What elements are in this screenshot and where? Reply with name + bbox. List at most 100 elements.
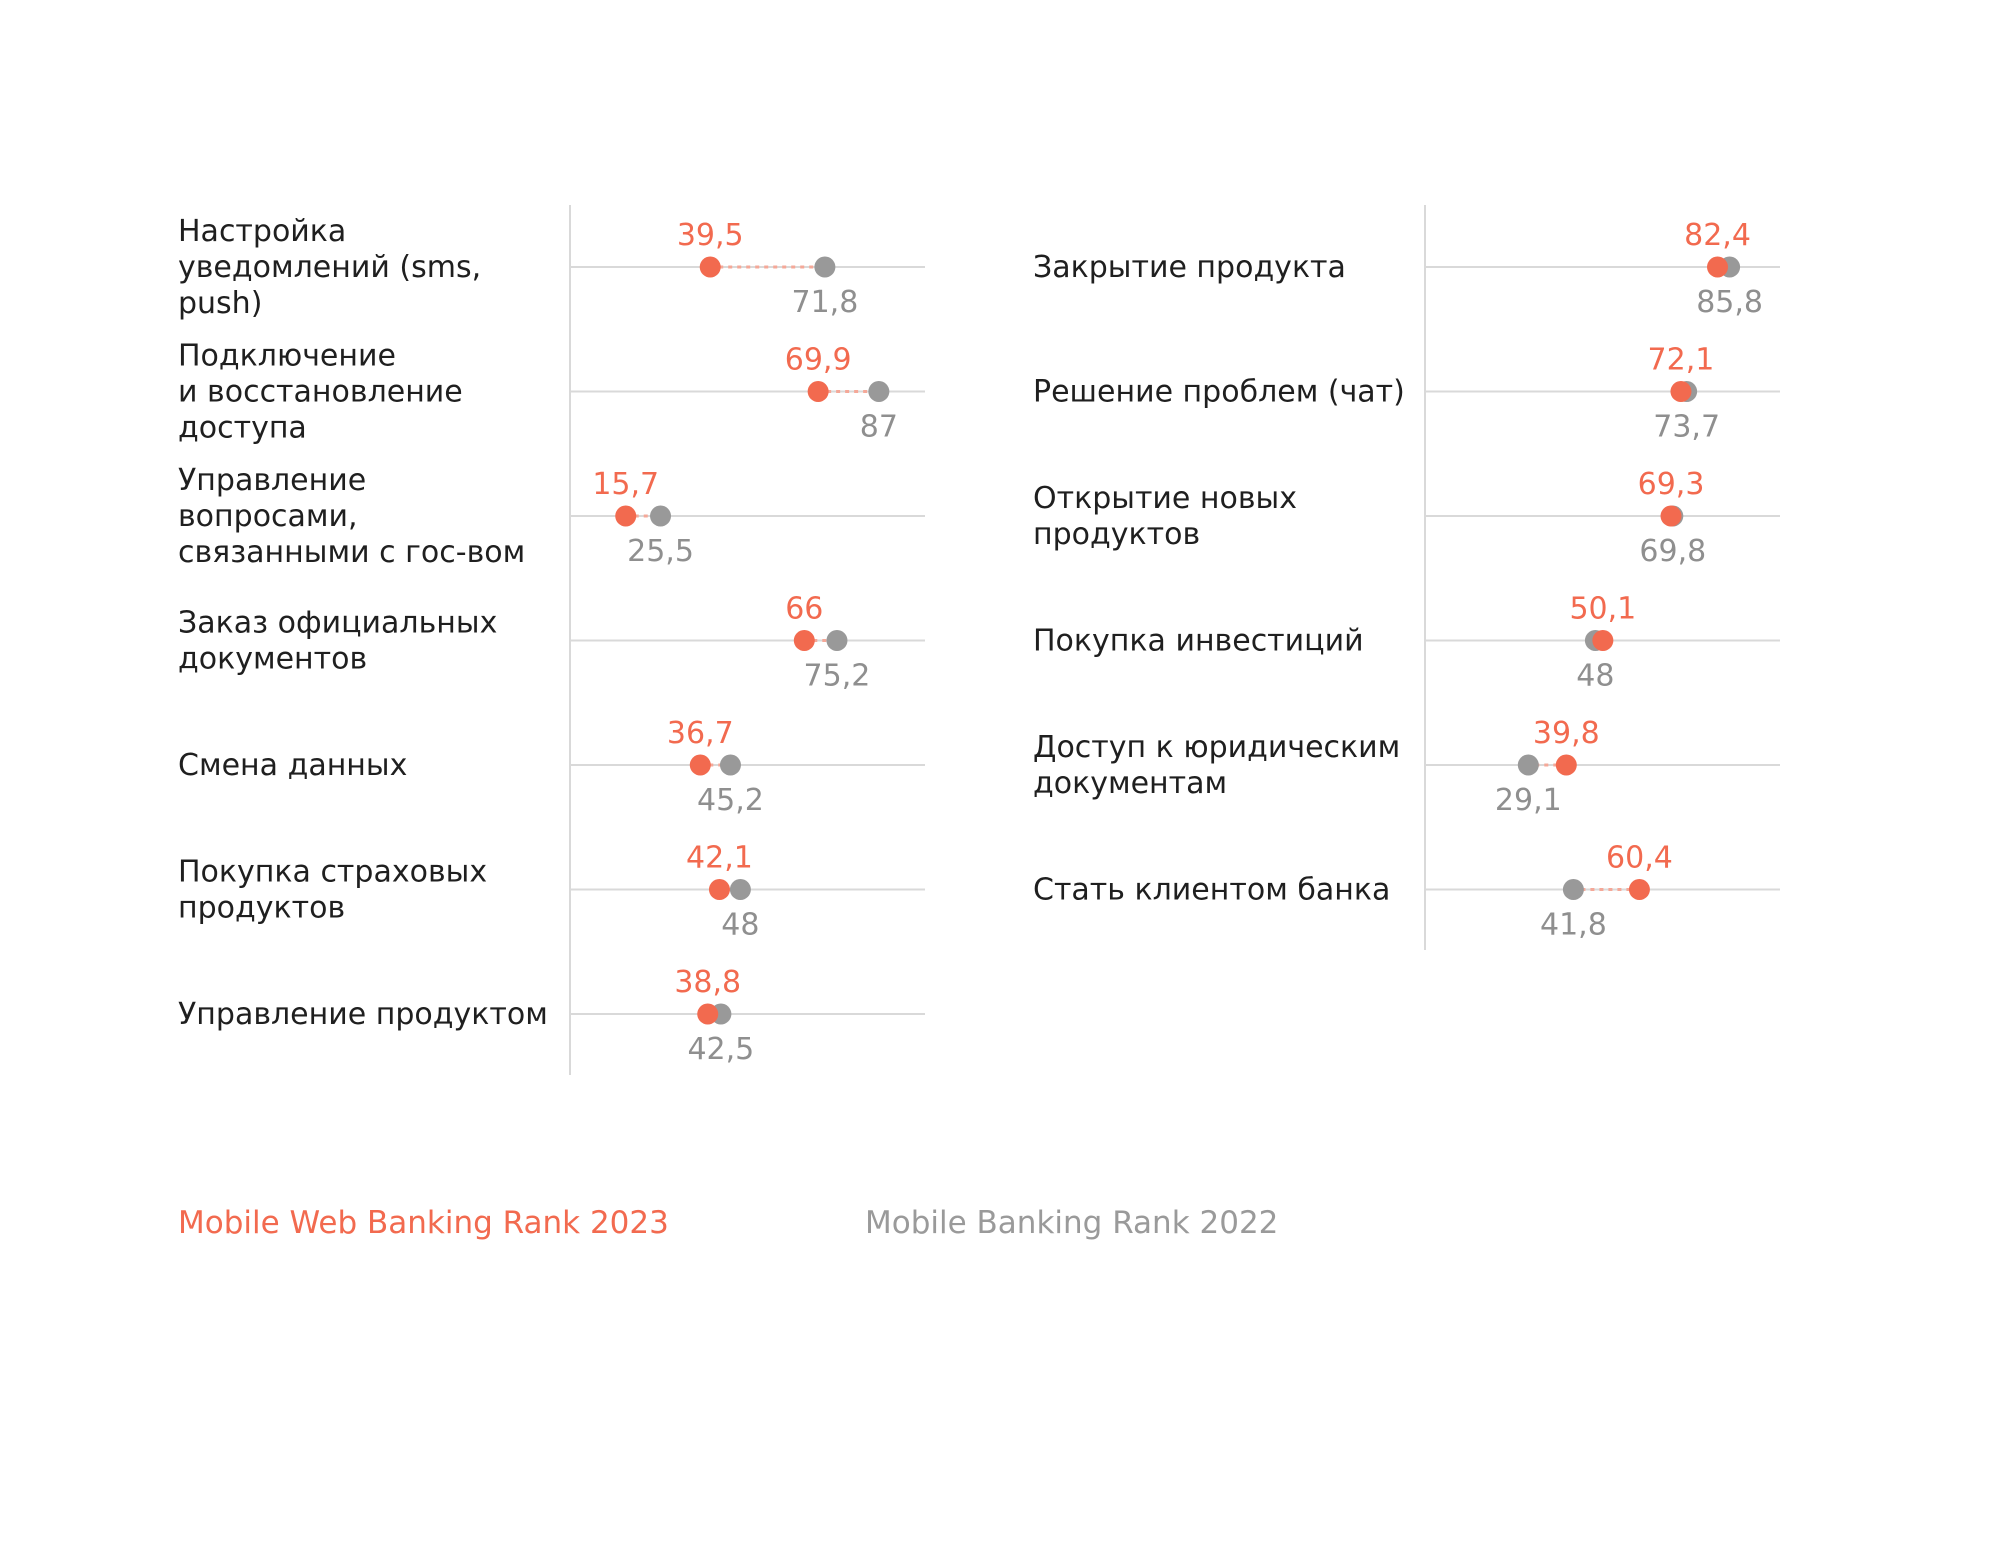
- category-label-line: и восстановление: [178, 375, 463, 410]
- category-label-line: связанными с гос-вом: [178, 535, 525, 570]
- category-label-line: Открытие новых: [1033, 481, 1297, 516]
- dot-2023: [1660, 505, 1682, 527]
- value-label-2023: 66: [785, 592, 823, 627]
- value-label-2023: 82,4: [1684, 218, 1751, 253]
- value-label-2023: 39,8: [1533, 716, 1600, 751]
- chart-panel-1: Настройка уведомлений (sms, push) 39,5 71,8 П…: [178, 205, 925, 1075]
- chart-row: Управление продуктом 38,8 42,5: [178, 965, 925, 1067]
- category-label: Открытие новых продуктов: [1033, 481, 1297, 552]
- category-label-line: Решение проблем (чат): [1033, 375, 1405, 410]
- category-label-line: push): [178, 286, 262, 321]
- dot-2023: [1555, 754, 1577, 776]
- dot-2022: [719, 754, 741, 776]
- value-label-2022: 41,8: [1540, 908, 1607, 943]
- value-label-2022: 25,5: [627, 534, 694, 569]
- category-label: Подключение и восстановление доступа: [178, 339, 463, 446]
- value-label-2023: 72,1: [1648, 343, 1715, 378]
- category-label-line: Управление: [178, 463, 366, 498]
- legend-item-2023: Mobile Web Banking Rank 2023: [178, 1205, 669, 1241]
- value-label-2022: 85,8: [1696, 285, 1763, 320]
- category-label-line: продуктов: [178, 891, 345, 926]
- dot-2023: [615, 505, 637, 527]
- dot-2023: [689, 754, 711, 776]
- value-label-2023: 39,5: [677, 218, 744, 253]
- dot-2023: [1628, 879, 1650, 900]
- chart-row: Заказ официальных документов 66 75,2: [178, 592, 925, 694]
- dot-2022: [868, 381, 890, 402]
- category-label-line: доступа: [178, 411, 307, 446]
- value-label-2022: 45,2: [697, 783, 764, 818]
- category-label-line: вопросами,: [178, 499, 358, 534]
- value-label-2022: 48: [1576, 659, 1614, 694]
- category-label-line: Покупка инвестиций: [1033, 624, 1364, 659]
- dot-2022: [826, 630, 848, 651]
- category-label-line: документов: [178, 642, 367, 677]
- dot-2023: [697, 1003, 719, 1025]
- category-label: Стать клиентом банка: [1033, 873, 1390, 908]
- value-label-2023: 60,4: [1606, 841, 1673, 876]
- value-label-2023: 69,9: [785, 343, 852, 378]
- dot-2023: [708, 879, 730, 900]
- value-label-2023: 42,1: [686, 841, 753, 876]
- dot-2023: [1592, 630, 1614, 651]
- category-label: Закрытие продукта: [1033, 250, 1346, 285]
- value-label-2022: 87: [860, 410, 898, 445]
- category-label-line: уведомлений (sms,: [178, 250, 481, 285]
- legend-item-2022: Mobile Banking Rank 2022: [865, 1205, 1279, 1241]
- category-label-line: Настройка: [178, 214, 346, 249]
- category-label-line: Закрытие продукта: [1033, 250, 1346, 285]
- value-label-2022: 73,7: [1653, 410, 1720, 445]
- chart-row: Покупка страховых продуктов 42,1 48: [178, 841, 925, 943]
- value-label-2023: 38,8: [674, 965, 741, 1000]
- value-label-2023: 50,1: [1569, 592, 1636, 627]
- category-label: Настройка уведомлений (sms, push): [178, 214, 481, 321]
- category-label-line: Управление продуктом: [178, 997, 548, 1032]
- chart-row: Решение проблем (чат) 72,1 73,7: [1033, 343, 1780, 445]
- dot-2023: [793, 630, 815, 651]
- chart-row: Настройка уведомлений (sms, push) 39,5 71,8: [178, 214, 925, 321]
- category-label-line: документам: [1033, 766, 1227, 801]
- category-label-line: Стать клиентом банка: [1033, 873, 1390, 908]
- value-label-2022: 71,8: [791, 285, 858, 320]
- value-label-2022: 69,8: [1639, 534, 1706, 569]
- category-label-line: Покупка страховых: [178, 855, 487, 890]
- chart-row: Открытие новых продуктов 69,3 69,8: [1033, 467, 1780, 569]
- category-label-line: продуктов: [1033, 517, 1200, 552]
- value-label-2022: 48: [721, 908, 759, 943]
- dot-2022: [1562, 879, 1584, 900]
- value-label-2023: 15,7: [592, 467, 659, 502]
- dot-2023: [1707, 256, 1729, 278]
- value-label-2022: 29,1: [1495, 783, 1562, 818]
- chart-panel-2: Закрытие продукта 82,4 85,8 Решение проблем…: [1033, 205, 1780, 950]
- category-label: Заказ официальных документов: [178, 606, 497, 677]
- category-label: Доступ к юридическим документам: [1033, 730, 1400, 801]
- category-label-line: Подключение: [178, 339, 396, 374]
- category-label-line: Доступ к юридическим: [1033, 730, 1400, 765]
- dot-2023: [807, 381, 829, 402]
- category-label: Покупка страховых продуктов: [178, 855, 487, 926]
- value-label-2022: 75,2: [804, 659, 871, 694]
- chart-row: Закрытие продукта 82,4 85,8: [1033, 218, 1780, 320]
- chart-row: Управление вопросами, связанными с гос-вом…: [178, 463, 925, 570]
- chart-row: Смена данных 36,7 45,2: [178, 716, 925, 818]
- chart-row: Покупка инвестиций 50,1 48: [1033, 592, 1780, 694]
- category-label: Решение проблем (чат): [1033, 375, 1405, 410]
- category-label: Покупка инвестиций: [1033, 624, 1364, 659]
- category-label-line: Заказ официальных: [178, 606, 497, 641]
- chart-row: Стать клиентом банка 60,4 41,8: [1033, 841, 1780, 943]
- dot-2022: [650, 505, 672, 527]
- chart-row: Доступ к юридическим документам 39,8 29,1: [1033, 716, 1780, 818]
- dot-2022: [814, 256, 836, 278]
- value-label-2022: 42,5: [687, 1032, 754, 1067]
- category-label: Управление продуктом: [178, 997, 548, 1032]
- value-label-2023: 36,7: [667, 716, 734, 751]
- dot-2023: [699, 256, 721, 278]
- chart-row: Подключение и восстановление доступа 69,987: [178, 339, 925, 446]
- dot-2022: [729, 879, 751, 900]
- category-label: Смена данных: [178, 748, 407, 783]
- dot-2023: [1670, 381, 1692, 402]
- category-label: Управление вопросами, связанными с гос-вом: [178, 463, 525, 570]
- dot-2022: [1517, 754, 1539, 776]
- value-label-2023: 69,3: [1638, 467, 1705, 502]
